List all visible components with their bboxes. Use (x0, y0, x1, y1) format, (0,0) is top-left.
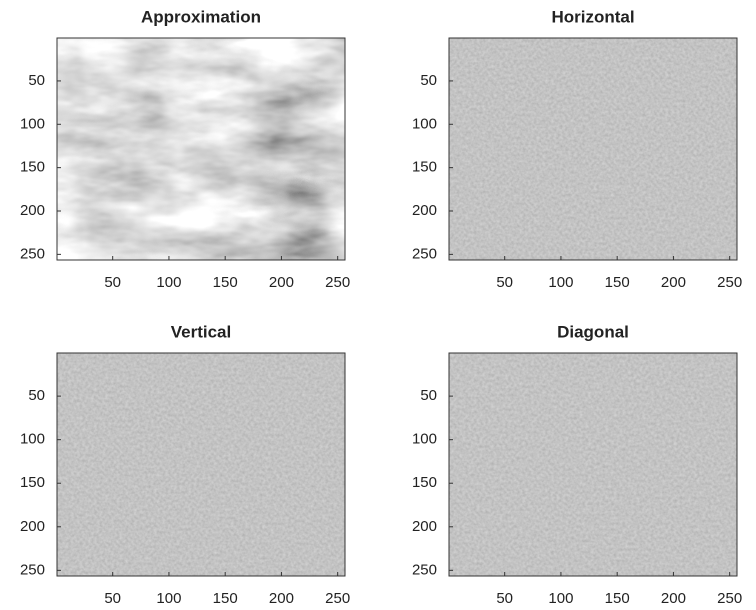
y-tick-label: 150 (412, 474, 437, 491)
y-tick-label: 250 (412, 561, 437, 578)
y-tick-label: 150 (412, 159, 437, 176)
image (57, 353, 345, 576)
y-tick-label: 200 (20, 202, 45, 219)
y-tick-label: 100 (20, 115, 45, 132)
x-tick-label: 250 (325, 274, 350, 291)
x-tick-label: 200 (269, 590, 294, 607)
y-tick-label: 150 (20, 474, 45, 491)
x-tick-label: 100 (548, 590, 573, 607)
y-tick-label: 100 (20, 431, 45, 448)
x-tick-label: 100 (548, 274, 573, 291)
x-tick-label: 250 (717, 590, 742, 607)
y-tick-label: 250 (412, 245, 437, 262)
x-tick-label: 200 (661, 590, 686, 607)
x-tick-label: 100 (156, 590, 181, 607)
y-tick-label: 150 (20, 159, 45, 176)
y-tick-label: 50 (28, 72, 45, 89)
y-tick-label: 100 (412, 431, 437, 448)
y-tick-label: 250 (20, 561, 45, 578)
image (449, 353, 737, 576)
x-tick-label: 150 (605, 590, 630, 607)
y-tick-label: 50 (28, 387, 45, 404)
subplot-title: Diagonal (557, 322, 629, 341)
x-tick-label: 150 (213, 274, 238, 291)
y-tick-label: 250 (20, 245, 45, 262)
image (57, 38, 345, 260)
y-tick-label: 200 (412, 202, 437, 219)
image (449, 38, 737, 260)
subplot-title: Approximation (141, 7, 261, 26)
y-tick-label: 50 (420, 72, 437, 89)
subplot-title: Horizontal (551, 7, 634, 26)
x-tick-label: 50 (104, 590, 121, 607)
y-tick-label: 100 (412, 115, 437, 132)
y-tick-label: 200 (20, 518, 45, 535)
x-tick-label: 100 (156, 274, 181, 291)
x-tick-label: 200 (269, 274, 294, 291)
x-tick-label: 250 (325, 590, 350, 607)
y-tick-label: 50 (420, 387, 437, 404)
x-tick-label: 50 (496, 274, 513, 291)
x-tick-label: 150 (213, 590, 238, 607)
subplot-title: Vertical (171, 322, 232, 341)
x-tick-label: 200 (661, 274, 686, 291)
x-tick-label: 50 (496, 590, 513, 607)
figure: Approximation 50 100 150 200 250 50 100 150 200 25… (0, 0, 756, 610)
x-tick-label: 50 (104, 274, 121, 291)
x-tick-label: 150 (605, 274, 630, 291)
x-tick-label: 250 (717, 274, 742, 291)
y-tick-label: 200 (412, 518, 437, 535)
